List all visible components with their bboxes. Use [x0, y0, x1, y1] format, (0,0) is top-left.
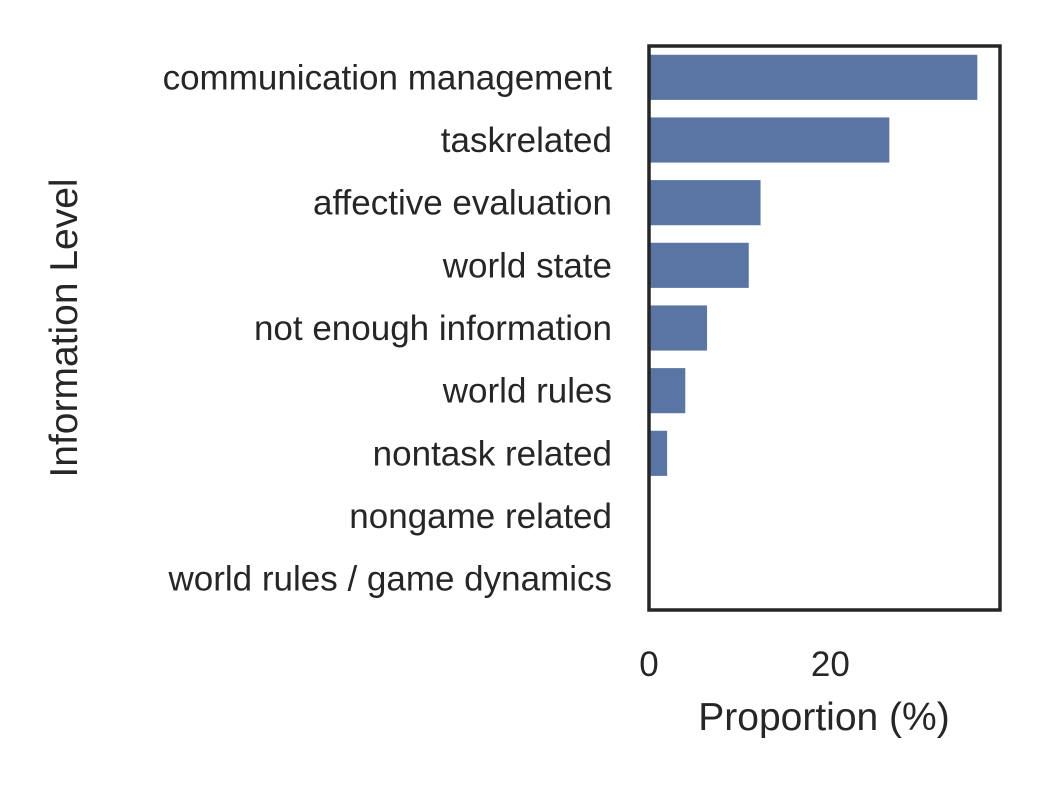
- bar-taskrelated: [649, 117, 890, 163]
- bar-nontask-related: [649, 430, 668, 476]
- plot-frame: [647, 44, 1002, 612]
- category-label: affective evaluation: [313, 184, 612, 223]
- category-label: communication management: [163, 58, 613, 97]
- x-axis-title: Proportion (%): [698, 696, 949, 739]
- x-tick-label: 20: [811, 645, 850, 684]
- x-tick-label: 0: [639, 645, 658, 684]
- category-label: not enough information: [254, 309, 612, 348]
- bar-affective-evaluation: [649, 180, 761, 226]
- category-label: world rules / game dynamics: [168, 560, 613, 599]
- category-label: taskrelated: [441, 121, 612, 160]
- category-label: world rules: [442, 372, 612, 411]
- bar-world-state: [649, 242, 749, 288]
- category-label: nongame related: [349, 497, 612, 536]
- bar-world-rules: [649, 368, 686, 414]
- category-label: world state: [442, 246, 612, 285]
- bar-not-enough-information: [649, 305, 708, 351]
- bars-group: [649, 54, 978, 476]
- category-label: nontask related: [373, 434, 612, 473]
- bar-communication-management: [649, 54, 978, 100]
- y-axis-title: Information Level: [43, 178, 86, 477]
- category-labels-group: communication management taskrelated affec…: [163, 58, 613, 598]
- x-ticks-group: 0 20: [639, 645, 850, 684]
